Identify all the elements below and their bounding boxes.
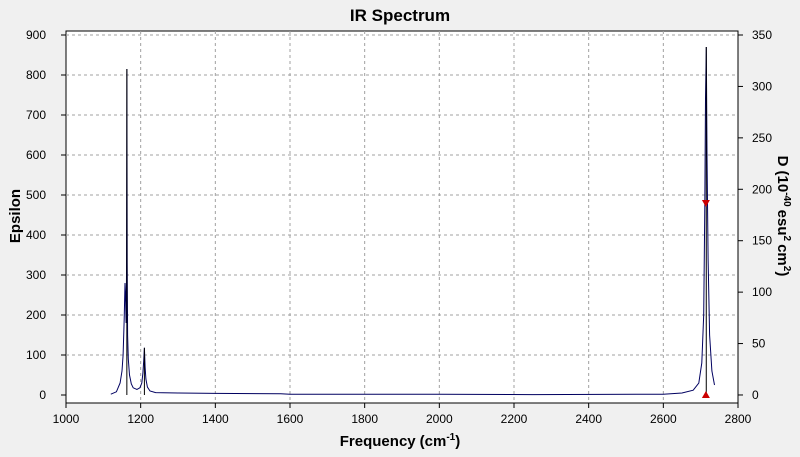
y-tick-label: 900	[26, 28, 46, 42]
x-tick-label: 1800	[351, 412, 378, 426]
x-tick-label: 1200	[127, 412, 154, 426]
y2-axis-unit-exp3: 2	[781, 266, 792, 272]
y2-tick-label: 150	[752, 234, 772, 248]
x-tick-label: 2600	[650, 412, 677, 426]
axes: 1000 1200 1400 1600 1800 2000 2200 2400 2600 2800…	[26, 28, 772, 426]
y2-axis-unit-open: (10	[774, 171, 791, 193]
up-triangle-marker	[701, 391, 710, 398]
markers	[701, 200, 710, 398]
x-axis-unit: (cm	[420, 433, 447, 450]
x-tick-label: 1000	[53, 412, 80, 426]
y2-axis-unit-esu: esu	[774, 210, 791, 236]
x-tick-label: 2800	[725, 412, 752, 426]
chart-title: IR Spectrum	[350, 6, 450, 25]
y2-axis-label: D(10-40esu2cm2)	[774, 156, 792, 277]
x-tick-label: 1600	[277, 412, 304, 426]
y2-tick-label: 0	[752, 388, 759, 402]
x-tick-label: 2000	[426, 412, 453, 426]
y-tick-label: 200	[26, 308, 46, 322]
y2-tick-label: 250	[752, 131, 772, 145]
data-series	[110, 46, 715, 396]
x-axis-unit-close: )	[455, 433, 460, 450]
y-tick-label: 500	[26, 188, 46, 202]
x-tick-label: 2200	[501, 412, 528, 426]
y-tick-label: 700	[26, 108, 46, 122]
y-tick-label: 100	[26, 348, 46, 362]
y2-tick-label: 200	[752, 182, 772, 196]
down-triangle-marker	[701, 200, 710, 207]
x-tick-label: 1400	[202, 412, 229, 426]
y-tick-label: 800	[26, 68, 46, 82]
y2-tick-label: 300	[752, 79, 772, 93]
y2-axis-label-text: D	[774, 156, 791, 167]
y2-axis-unit-close: )	[774, 271, 791, 276]
y2-axis-unit-exp1: -40	[781, 192, 792, 207]
y2-tick-label: 350	[752, 28, 772, 42]
x-axis-unit-exponent: -1	[446, 432, 455, 443]
y2-tick-label: 50	[752, 337, 766, 351]
spectrum-line	[110, 46, 715, 396]
x-axis-label: Frequency (cm-1)	[340, 432, 460, 450]
y-tick-label: 400	[26, 228, 46, 242]
x-axis-label-text: Frequency	[340, 433, 417, 450]
y-axis-label: Epsilon	[7, 189, 24, 243]
y-tick-label: 0	[39, 388, 46, 402]
x-tick-label: 2400	[575, 412, 602, 426]
grid-lines	[66, 31, 738, 403]
y2-axis-unit-cm: cm	[774, 244, 791, 266]
plot-area	[65, 30, 739, 404]
y2-axis-unit-exp2: 2	[781, 236, 792, 242]
y-tick-label: 300	[26, 268, 46, 282]
y2-tick-label: 100	[752, 285, 772, 299]
y-tick-label: 600	[26, 148, 46, 162]
